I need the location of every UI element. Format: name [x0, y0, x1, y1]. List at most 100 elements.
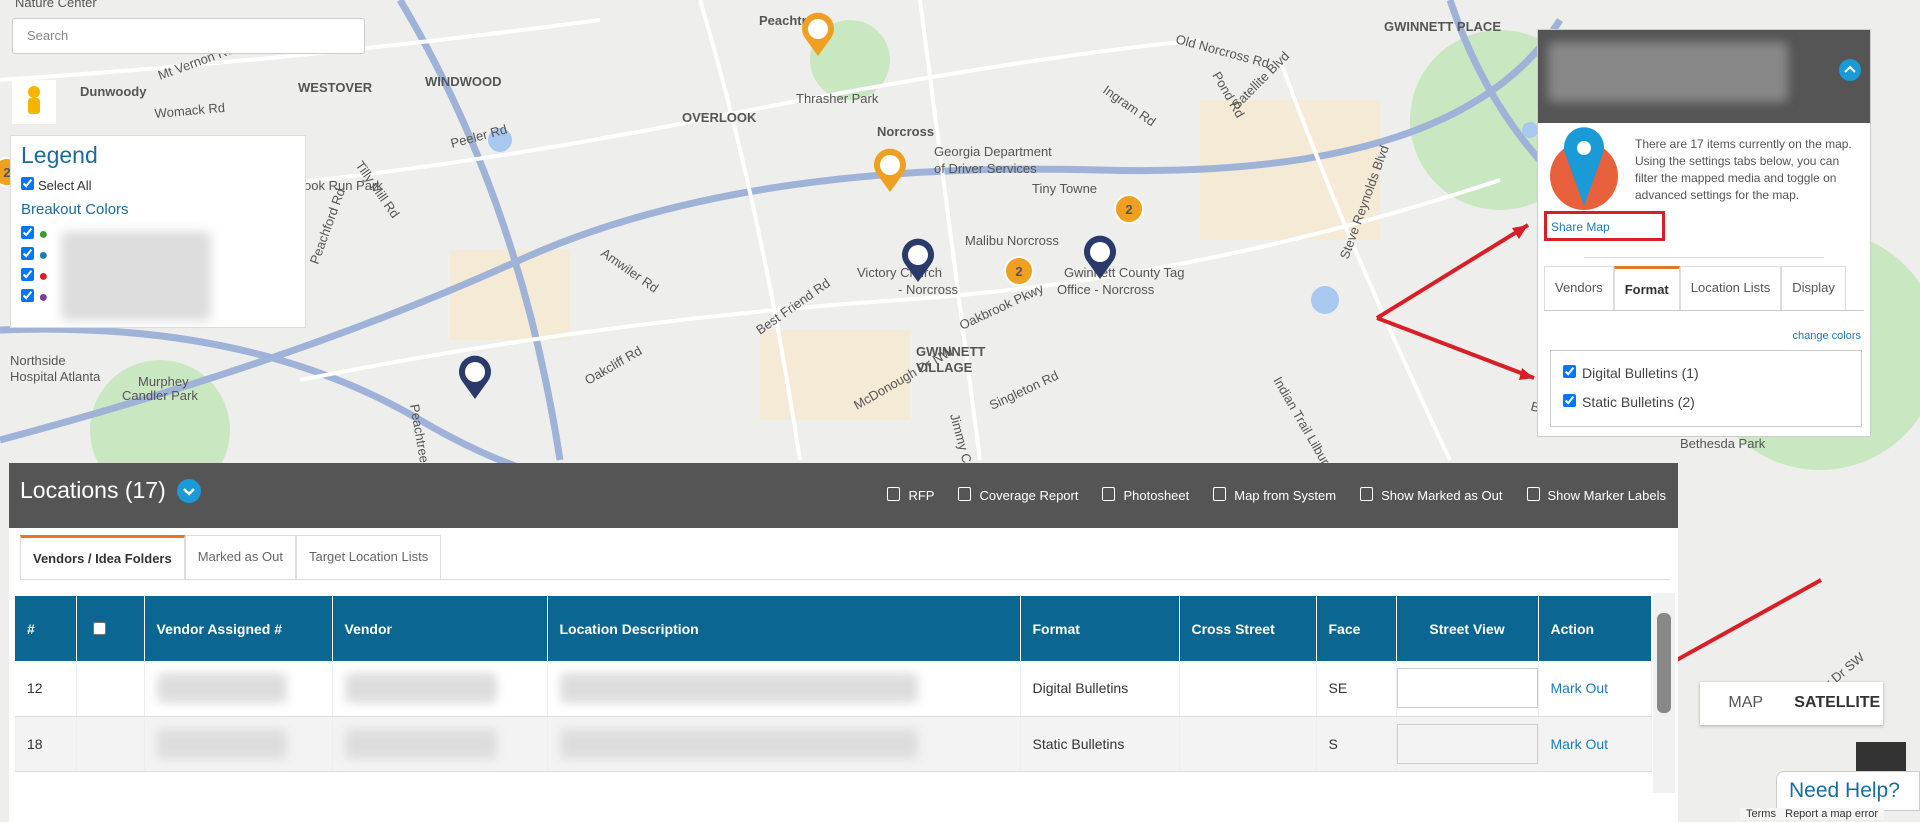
table-cell — [332, 716, 548, 772]
map-pin[interactable] — [801, 12, 834, 56]
legend-title: Legend — [21, 142, 98, 168]
table-cell: Static Bulletins — [1020, 716, 1180, 772]
location-tab[interactable]: Marked as Out — [184, 535, 296, 579]
map-type: MAP SATELLITE — [1700, 682, 1883, 725]
street-view — [1396, 668, 1538, 709]
select-all[interactable]: Select All — [21, 177, 295, 193]
table-cell: 12 — [15, 661, 77, 717]
panel-description: There are 17 items currently on the map.… — [1635, 137, 1852, 202]
cluster-count: 2 — [1015, 264, 1022, 279]
map-label: - Norcross — [898, 282, 958, 297]
table-cell — [144, 716, 333, 772]
cluster-marker[interactable] — [1114, 194, 1144, 224]
action-button[interactable]: Show Marked as Out — [1360, 487, 1502, 503]
select-all-label: Select All — [38, 178, 92, 193]
map-label: Womack Rd — [154, 100, 226, 121]
locations-panel: Locations (17) RFP Coverage Report Photosh… — [9, 463, 1678, 822]
column-header[interactable]: # — [15, 596, 77, 661]
column-header[interactable] — [76, 596, 145, 661]
redacted — [156, 673, 287, 704]
map-label: Office - Norcross — [1057, 282, 1155, 297]
collapse-button[interactable] — [1838, 58, 1862, 82]
column-header[interactable]: Location Description — [547, 596, 1021, 661]
action-button[interactable]: Photosheet — [1102, 487, 1189, 503]
map-label: WINDWOOD — [425, 74, 502, 89]
map-panel: There are 17 items currently on the map.… — [1537, 29, 1871, 437]
table-cell — [547, 661, 1021, 717]
column-header[interactable]: Vendor Assigned # — [144, 596, 333, 661]
toggle-locations[interactable] — [176, 478, 202, 504]
table-cell — [76, 661, 145, 717]
map-label: Malibu Norcross — [965, 233, 1059, 248]
column-header[interactable]: Vendor — [332, 596, 548, 661]
format-checkbox[interactable] — [1563, 394, 1576, 407]
format-label: Static Bulletins (2) — [1582, 394, 1695, 410]
map-button[interactable]: MAP — [1728, 694, 1764, 711]
map-label: Thrasher Park — [796, 91, 879, 106]
panel-tab[interactable]: Vendors — [1544, 266, 1614, 310]
mark-out-link[interactable]: Mark Out — [1550, 735, 1609, 752]
format-checkbox[interactable] — [1563, 365, 1576, 378]
map-label: Tiny Towne — [1032, 181, 1097, 196]
table-row: 18 Static Bulletins S Mark Out — [15, 716, 1652, 772]
map-pin[interactable] — [902, 238, 934, 282]
table-cell — [1179, 661, 1317, 717]
need-help[interactable]: Need Help? — [1776, 771, 1920, 811]
map-label: of Driver Services — [934, 161, 1037, 176]
table-cell: SE — [1316, 661, 1397, 717]
panel-tab[interactable]: Location Lists — [1679, 266, 1782, 310]
action-button[interactable]: RFP — [887, 487, 934, 503]
redacted — [344, 728, 497, 759]
format-label: Digital Bulletins (1) — [1582, 365, 1699, 381]
pegman[interactable] — [12, 80, 56, 124]
share-map[interactable]: Share Map — [1544, 211, 1665, 241]
mark-out-link[interactable]: Mark Out — [1550, 680, 1609, 697]
panel-tab[interactable]: Display — [1781, 266, 1846, 310]
search-box[interactable]: Search — [12, 18, 365, 54]
terms[interactable]: Terms — [1746, 808, 1776, 820]
location-tab[interactable]: Target Location Lists — [295, 535, 442, 579]
satellite-button[interactable]: SATELLITE — [1794, 694, 1881, 711]
column-header[interactable]: Format — [1020, 596, 1180, 661]
report-error[interactable]: Report a map error — [1785, 808, 1879, 820]
map-pin[interactable] — [1084, 235, 1116, 279]
change-colors[interactable]: change colors — [1792, 330, 1862, 342]
table-row: 12 Digital Bulletins SE Mark Out — [15, 661, 1652, 717]
table-cell — [144, 661, 333, 717]
table-cell: S — [1316, 716, 1397, 772]
action-button[interactable]: Map from System — [1213, 487, 1336, 503]
table-cell: Mark Out — [1538, 661, 1652, 717]
breakout-colors: Breakout Colors — [21, 201, 129, 218]
map-pin[interactable] — [459, 355, 491, 399]
table-cell — [1396, 716, 1539, 772]
column-header[interactable]: Street View — [1396, 596, 1539, 661]
panel-tab[interactable]: Format — [1613, 266, 1680, 310]
location-tab[interactable]: Vendors / Idea Folders — [20, 535, 185, 579]
map-label: OVERLOOK — [682, 110, 757, 125]
column-header[interactable]: Action — [1538, 596, 1652, 661]
legend-items: ● ● ● ● — [21, 224, 295, 308]
legend: Legend Select All Breakout Colors ● ● ● … — [10, 135, 306, 328]
street-view — [1396, 723, 1538, 764]
map-label: Northside — [10, 353, 66, 368]
select-all-rows[interactable] — [92, 622, 106, 635]
action-button[interactable]: Show Marker Labels — [1527, 487, 1667, 503]
cluster-count: 2 — [1125, 202, 1132, 217]
format-item: Digital Bulletins (1) — [1563, 359, 1849, 388]
panel-tabs: Vendors Format Location Lists Display — [1544, 266, 1864, 311]
table-cell — [76, 716, 145, 772]
action-button[interactable]: Coverage Report — [958, 487, 1078, 503]
map-label: Georgia Department — [934, 144, 1052, 159]
column-header[interactable]: Face — [1316, 596, 1397, 661]
redacted — [559, 728, 918, 759]
column-header[interactable]: Cross Street — [1179, 596, 1317, 661]
map-label: WESTOVER — [298, 80, 373, 95]
table-cell — [332, 661, 548, 717]
locations-title: Locations (17) — [20, 477, 166, 503]
cluster-marker[interactable] — [1004, 256, 1034, 286]
table-cell — [1179, 716, 1317, 772]
map-label: Candler Park — [122, 388, 198, 403]
map-label: Victory Church — [857, 265, 942, 280]
map-pin[interactable] — [873, 148, 906, 192]
